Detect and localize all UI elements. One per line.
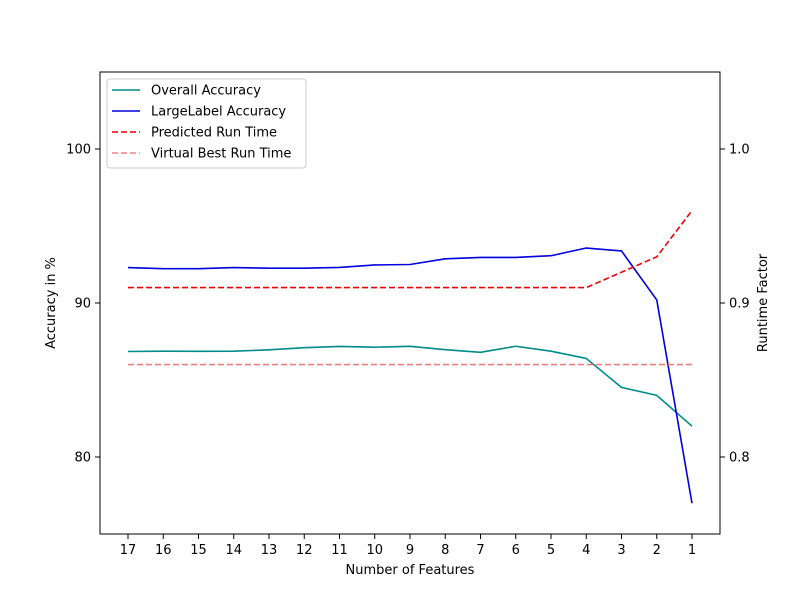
x-axis: 17 16 15 14 13 12 11 10 9 8 7 6 5 4 3 2 1 [120,534,696,558]
x-tick-label: 15 [190,543,207,558]
x-tick-label: 11 [331,543,348,558]
x-tick-label: 2 [653,543,661,558]
x-tick-label: 6 [512,543,520,558]
x-tick-label: 12 [296,543,313,558]
x-tick-label: 17 [120,543,137,558]
y-axis-left: 80 90 100 [66,143,100,466]
legend-entry: Overall Accuracy [151,84,261,99]
y-right-tick-label: 1.0 [729,143,750,158]
legend-box [106,78,307,169]
y-axis-right: 0.8 0.9 1.0 [720,143,750,466]
y-right-tick-label: 0.9 [729,297,750,312]
series-line-largelabel-accuracy [127,247,693,504]
legend: Overall Accuracy LargeLabel Accuracy Predi… [106,78,307,169]
legend-entry: LargeLabel Accuracy [151,105,286,120]
x-tick-label: 9 [406,543,414,558]
x-tick-label: 13 [261,543,278,558]
plot-area [127,210,693,504]
x-tick-label: 5 [547,543,555,558]
series-line-overall-accuracy [127,345,693,427]
legend-entry: Predicted Run Time [151,126,277,141]
x-tick-label: 3 [617,543,625,558]
y-left-tick-label: 90 [74,297,91,312]
y-left-tick-label: 80 [74,451,91,466]
x-tick-label: 7 [476,543,484,558]
x-tick-label: 8 [441,543,449,558]
series-line-predicted-run-time [128,210,693,289]
y-right-tick-label: 0.8 [729,451,750,466]
x-axis-label: Number of Features [346,563,475,578]
y-axis-left-label: Accuracy in % [44,257,59,349]
x-tick-label: 4 [582,543,590,558]
x-tick-label: 10 [366,543,383,558]
legend-entry: Virtual Best Run Time [151,147,291,162]
y-left-tick-label: 100 [66,143,91,158]
y-axis-right-label: Runtime Factor [756,253,771,352]
x-tick-label: 16 [155,543,172,558]
x-tick-label: 1 [688,543,696,558]
x-tick-label: 14 [225,543,242,558]
